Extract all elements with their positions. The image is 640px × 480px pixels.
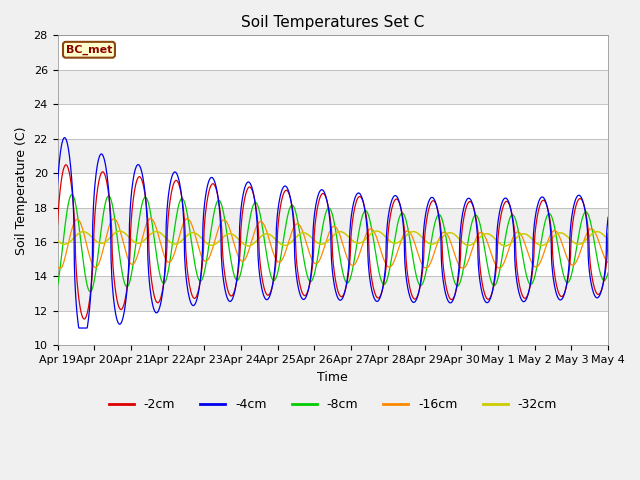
Bar (58, 104, 608, 139)
Title: Soil Temperatures Set C: Soil Temperatures Set C (241, 15, 424, 30)
Text: BC_met: BC_met (66, 45, 112, 55)
Bar (58, 36, 608, 70)
Bar (58, 242, 608, 276)
Y-axis label: Soil Temperature (C): Soil Temperature (C) (15, 126, 28, 254)
X-axis label: Time: Time (317, 371, 348, 384)
Legend: -2cm, -4cm, -8cm, -16cm, -32cm: -2cm, -4cm, -8cm, -16cm, -32cm (104, 394, 562, 417)
Bar (58, 311, 608, 345)
Bar (58, 173, 608, 207)
